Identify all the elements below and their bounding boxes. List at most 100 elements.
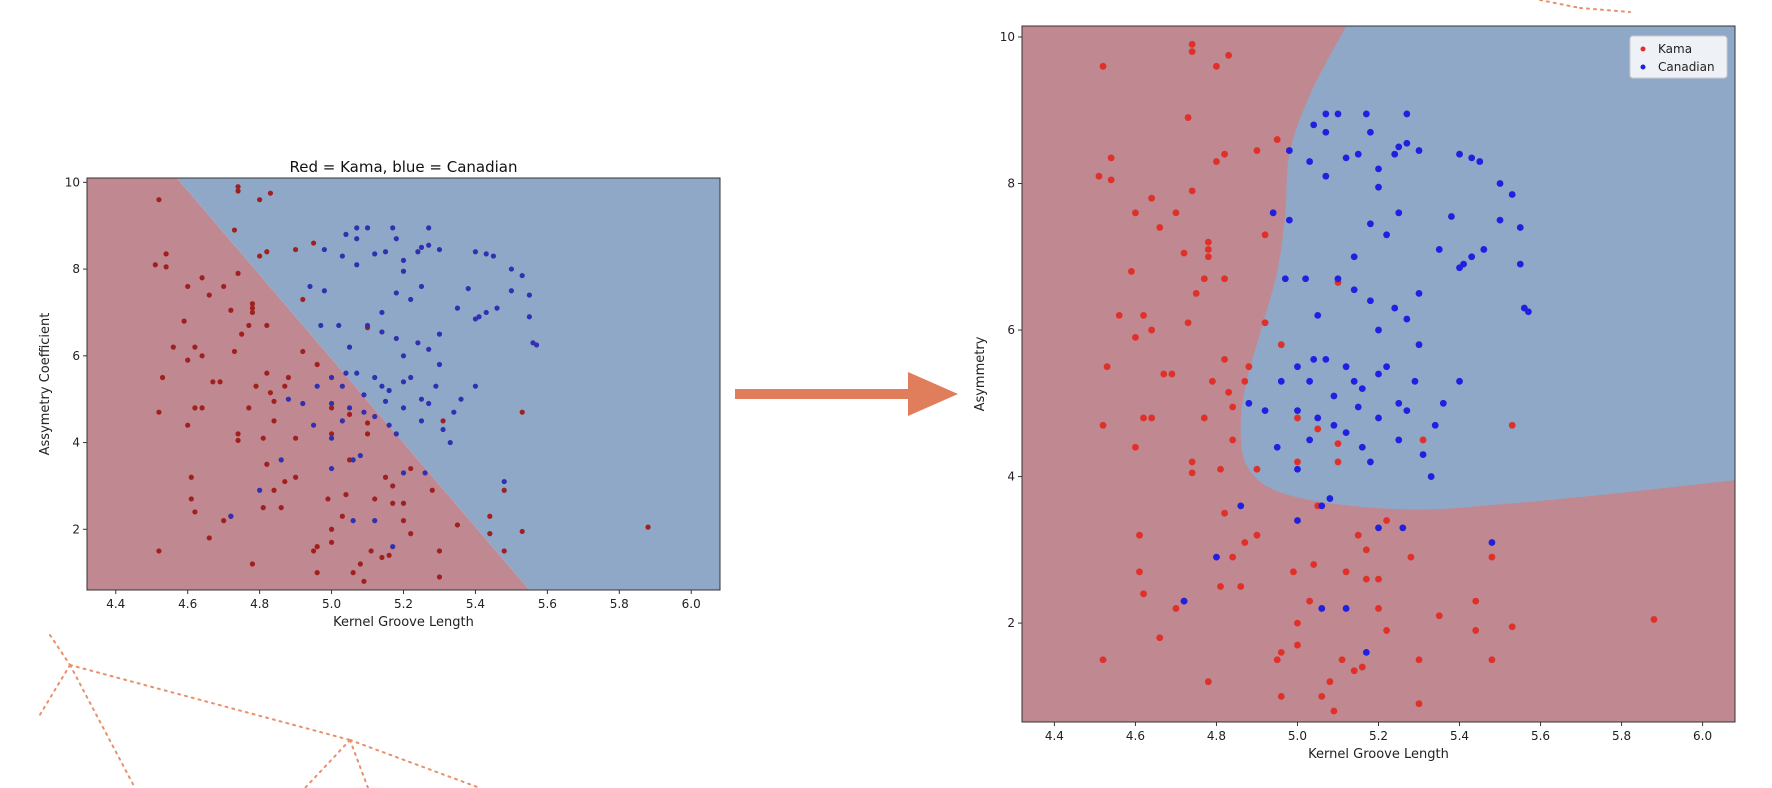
data-point-kama [1241,539,1249,546]
data-point-kama [1192,290,1200,297]
data-point-kama [400,518,407,524]
data-point-canadian [1411,377,1419,385]
data-point-kama [1204,246,1212,253]
data-point-canadian [1375,524,1382,532]
data-point-kama [328,526,335,532]
data-point-kama [1294,414,1301,422]
data-point-kama [1294,641,1301,649]
data-point-canadian [501,478,507,485]
data-point-kama [1148,194,1156,202]
data-point-canadian [1383,363,1391,371]
data-point-canadian [1306,158,1314,165]
data-point-canadian [390,225,396,231]
data-point-canadian [1314,311,1322,319]
data-point-kama [257,197,263,203]
data-point-canadian [379,309,385,316]
data-point-kama [249,305,256,311]
legend-box [1629,35,1728,79]
data-point-kama [156,409,162,415]
data-point-kama [1132,443,1139,451]
data-point-kama [264,322,270,329]
data-point-kama [519,528,525,535]
data-point-canadian [1314,414,1322,422]
x-tick-label: 5.8 [1612,729,1631,743]
data-point-canadian [418,244,425,250]
data-point-kama [487,531,493,537]
data-point-canadian [1403,110,1411,118]
data-point-kama [1650,616,1658,623]
data-point-canadian [1366,128,1374,136]
data-point-kama [1290,568,1297,576]
data-point-canadian [433,383,439,389]
data-point-kama [1184,114,1192,121]
data-point-canadian [1439,399,1447,407]
data-point-kama [188,496,194,502]
data-point-canadian [350,518,356,524]
data-point-canadian [400,470,407,476]
data-point-canadian [1322,128,1330,136]
data-point-kama [199,353,205,359]
data-point-canadian [1306,436,1314,444]
data-point-canadian [382,249,389,255]
data-point-canadian [1419,451,1427,458]
data-point-canadian [400,405,407,411]
data-point-kama [246,322,252,329]
chart2-y-axis-label: Asymmetry [973,336,988,411]
data-point-kama [1225,388,1233,396]
data-point-kama [267,190,274,196]
data-point-kama [1488,656,1496,664]
chart2-points [1095,40,1658,715]
y-tick-label: 8 [72,262,80,276]
x-tick-label: 5.4 [1450,729,1469,743]
data-point-kama [152,262,158,268]
data-point-kama [379,554,385,561]
data-point-canadian [1354,403,1362,411]
data-point-canadian [1342,363,1350,371]
data-point-kama [282,478,288,485]
data-point-kama [400,500,407,506]
data-point-kama [231,348,238,355]
data-point-canadian [321,246,327,253]
data-point-kama [1253,531,1261,539]
data-point-kama [253,383,259,389]
data-point-kama [1200,275,1208,283]
data-point-kama [1180,249,1188,257]
data-point-canadian [1395,143,1403,151]
data-point-kama [408,531,414,537]
data-point-kama [1508,421,1516,429]
data-point-canadian [422,470,428,476]
data-point-kama [1253,465,1261,473]
chart2-x-ticks: 4.4 4.6 4.8 5.0 5.2 5.4 5.6 5.8 6.0 [1045,722,1712,743]
data-point-kama [1362,546,1370,554]
data-point-canadian [426,242,432,248]
data-point-canadian [318,322,324,329]
data-point-canadian [1383,231,1391,239]
data-point-kama [170,344,176,350]
data-point-kama [1107,154,1115,162]
data-point-canadian [328,400,335,407]
data-point-kama [1184,319,1192,327]
data-point-canadian [339,418,345,424]
data-point-kama [1277,649,1285,656]
data-point-kama [1237,583,1245,590]
data-point-kama [235,188,241,194]
data-point-kama [314,570,320,576]
data-point-kama [1229,553,1237,561]
data-point-canadian [372,374,378,381]
data-point-kama [1435,612,1443,620]
data-point-canadian [426,225,432,231]
data-point-canadian [1342,154,1350,162]
data-point-canadian [361,392,367,398]
data-point-canadian [1294,465,1301,473]
data-point-kama [257,253,263,259]
data-point-kama [1225,51,1233,59]
data-point-kama [1099,656,1107,664]
data-point-kama [1488,553,1496,561]
data-point-kama [181,318,187,324]
data-point-canadian [426,400,432,407]
data-point-kama [1314,425,1322,433]
data-point-canadian [1480,246,1488,253]
data-point-kama [1229,436,1237,444]
data-point-kama [264,370,270,376]
